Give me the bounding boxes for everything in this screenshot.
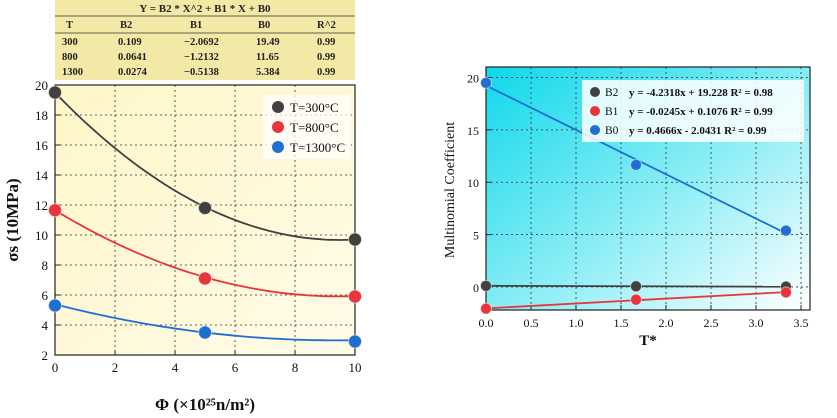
legend-label-800: T=800°C <box>290 120 339 135</box>
legend-left: T=300°C T=800°C T=1300°C <box>263 95 351 159</box>
coef-table: Y = B2 * X^2 + B1 * X + B0 T B2 B1 B0 R^… <box>55 0 355 80</box>
coef-cell: −0.5138 <box>184 67 219 78</box>
y-tick-label: 2 <box>42 348 49 363</box>
x-tick-label: 6 <box>232 360 239 375</box>
y-tick-label: 5 <box>473 229 479 243</box>
coef-cell: 0.99 <box>317 52 335 63</box>
coef-table-title: Y = B2 * X^2 + B1 * X + B0 <box>139 3 271 15</box>
y-tick-label: 4 <box>42 318 49 333</box>
coef-header-t: T <box>66 20 73 31</box>
data-point <box>348 334 362 349</box>
data-point <box>630 293 643 306</box>
x-axis-label-left: Φ (×10²⁵n/m²) <box>155 395 255 414</box>
x-tick-label: 2.5 <box>704 316 719 330</box>
x-tick-label: 2 <box>112 360 119 375</box>
coef-cell: 1300 <box>62 67 83 78</box>
legend-label-b2: B2 <box>605 87 619 99</box>
data-point <box>198 325 212 340</box>
data-points-left <box>48 85 362 349</box>
x-axis-label-right: T* <box>639 333 657 349</box>
y-tick-label: 10 <box>467 176 479 190</box>
y-tick-label: 16 <box>35 138 49 153</box>
legend-eq-b1: y = -0.0245x + 0.1076 R² = 0.99 <box>629 106 773 118</box>
coef-cell: −1.2132 <box>184 52 219 63</box>
y-tick-label: 20 <box>35 78 48 93</box>
legend-eq-b2: y = -4.2318x + 19.228 R² = 0.98 <box>629 87 773 99</box>
legend-label-1300: T=1300°C <box>290 140 345 155</box>
coef-cell: 0.109 <box>118 37 142 48</box>
data-point <box>480 302 492 315</box>
x-tick-label: 1.0 <box>569 316 584 330</box>
x-tick-label: 0.5 <box>524 316 539 330</box>
y-tick-label: 6 <box>42 288 49 303</box>
legend-marker-b2 <box>590 87 600 97</box>
legend-eq-b0: y = 0.4666x - 2.0431 R² = 0.99 <box>629 125 767 137</box>
coef-cell: 5.384 <box>256 67 280 78</box>
x-tick-label: 4 <box>172 360 179 375</box>
x-tick-label: 1.5 <box>614 316 629 330</box>
data-point <box>48 298 62 313</box>
legend-right-box <box>582 80 804 142</box>
legend-label-b0: B0 <box>605 125 619 137</box>
data-point <box>480 279 492 292</box>
data-point <box>779 286 792 299</box>
y-tick-label: 20 <box>467 71 479 85</box>
coef-cell: 19.49 <box>256 37 280 48</box>
x-tick-label: 2.0 <box>659 316 674 330</box>
x-tick-label: 3.5 <box>794 316 809 330</box>
coef-header-b0: B0 <box>258 20 270 31</box>
coef-cell: 0.99 <box>317 67 335 78</box>
coef-cell: 0.99 <box>317 37 335 48</box>
coef-cell: 0.0274 <box>118 67 148 78</box>
x-tick-label: 8 <box>292 360 299 375</box>
legend-marker-300 <box>272 101 284 113</box>
coef-table-bg <box>55 0 355 80</box>
coef-cell: 800 <box>62 52 78 63</box>
y-tick-label: 14 <box>35 168 49 183</box>
legend-marker-800 <box>272 121 284 133</box>
data-point <box>198 271 212 286</box>
coef-cell: 11.65 <box>256 52 279 63</box>
coef-header-b1: B1 <box>190 20 202 31</box>
coef-cell: 0.0641 <box>118 52 147 63</box>
left-figure: Y = B2 * X^2 + B1 * X + B0 T B2 B1 B0 R^… <box>3 0 362 414</box>
y-tick-label: 8 <box>42 258 49 273</box>
x-tick-label: 10 <box>349 360 362 375</box>
y-axis-label-left: σs (10MPa) <box>3 178 22 261</box>
coef-cell: −2.0692 <box>184 37 219 48</box>
legend-marker-b1 <box>590 106 600 116</box>
x-tick-label: 0.0 <box>479 316 494 330</box>
data-points-right <box>480 76 792 315</box>
right-figure: 0.0 0.5 1.0 1.5 2.0 2.5 3.0 3.5 0 5 10 15 20 B2 y = … <box>443 66 811 349</box>
y-tick-label: 10 <box>35 228 48 243</box>
y-tick-label: 18 <box>35 108 48 123</box>
y-tick-label: 0 <box>473 281 479 295</box>
data-point <box>348 289 362 304</box>
data-point <box>48 85 62 100</box>
y-tick-label: 12 <box>35 198 48 213</box>
y-axis-label-right: Multinomial Coefficient <box>443 122 458 258</box>
x-tick-label: 0 <box>52 360 59 375</box>
coef-header-r2: R^2 <box>317 20 336 31</box>
legend-label-b1: B1 <box>605 106 619 118</box>
legend-marker-b0 <box>590 125 600 135</box>
data-point <box>779 224 792 237</box>
data-point <box>630 280 643 293</box>
data-point <box>48 203 62 218</box>
data-point <box>348 232 362 247</box>
legend-right: B2 y = -4.2318x + 19.228 R² = 0.98 B1 y … <box>582 80 804 142</box>
x-tick-label: 3.0 <box>749 316 764 330</box>
legend-label-300: T=300°C <box>290 100 339 115</box>
coef-cell: 300 <box>62 37 78 48</box>
coef-header-b2: B2 <box>120 20 132 31</box>
data-point <box>480 76 492 89</box>
y-tick-label: 15 <box>467 124 479 138</box>
data-point <box>198 201 212 215</box>
data-point <box>630 158 643 171</box>
legend-marker-1300 <box>272 141 284 153</box>
